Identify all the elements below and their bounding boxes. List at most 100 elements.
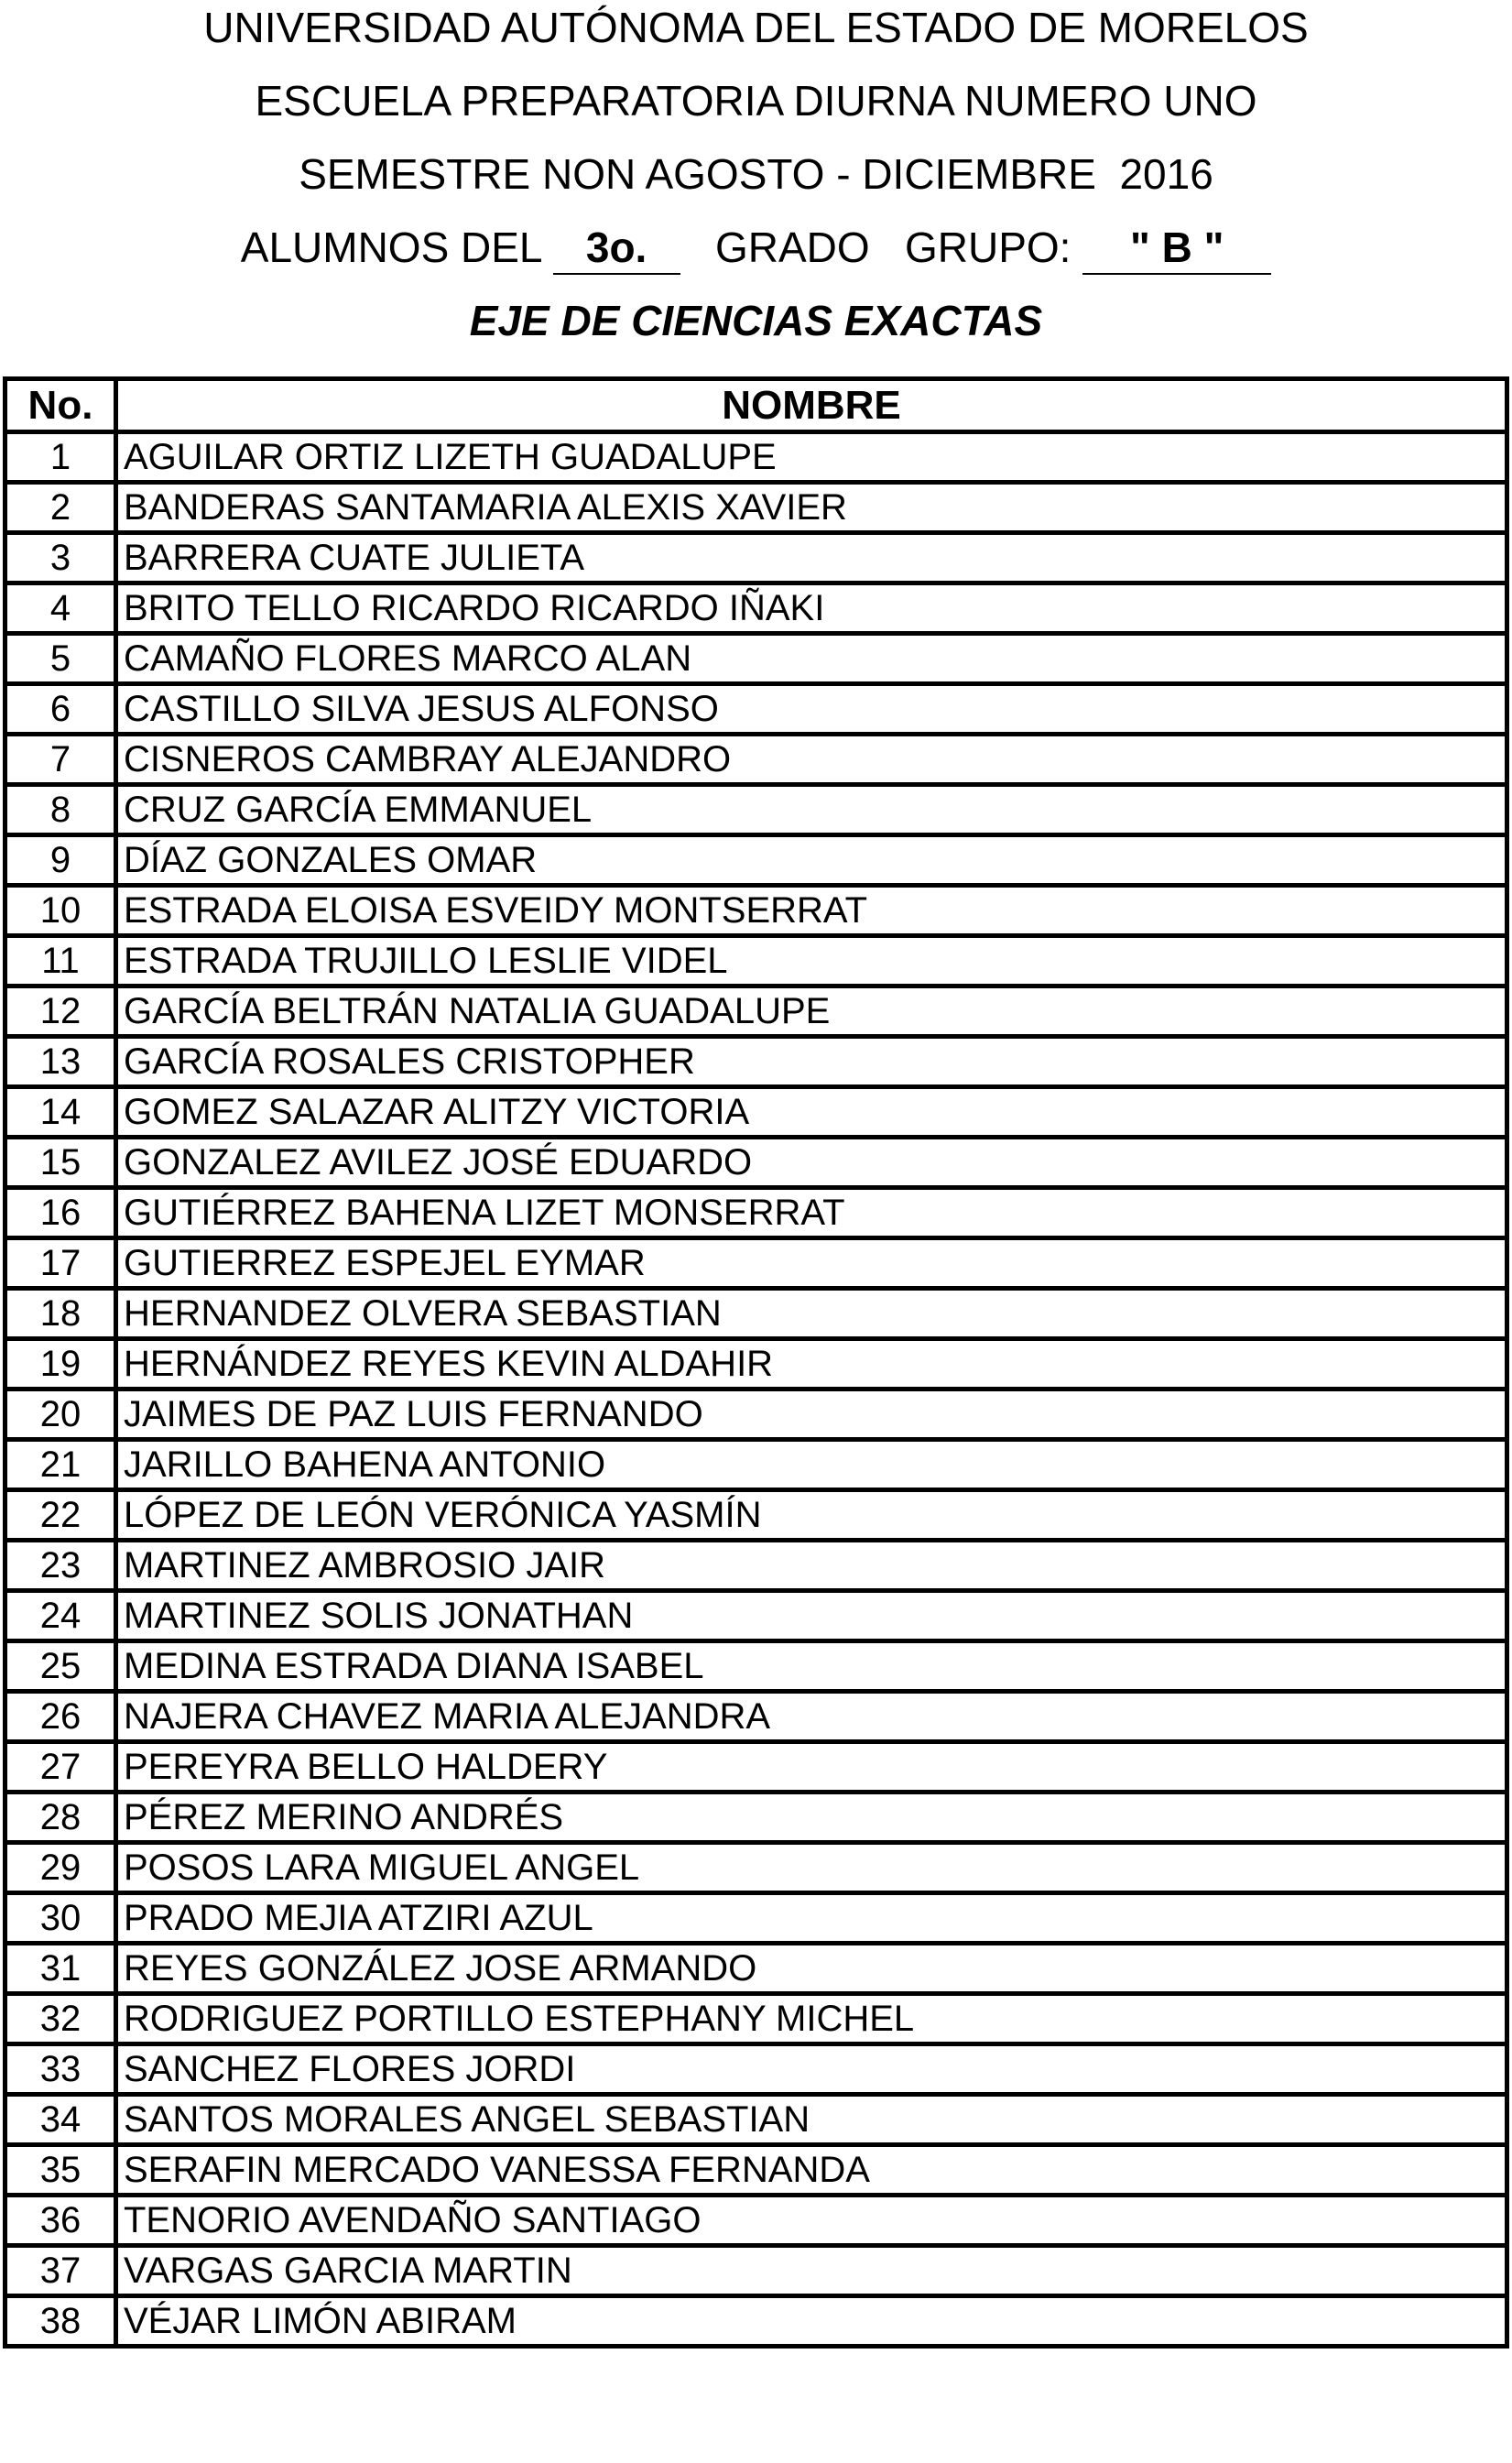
student-name: MEDINA ESTRADA DIANA ISABEL bbox=[114, 1639, 1509, 1694]
student-name: ESTRADA TRUJILLO LESLIE VIDEL bbox=[114, 933, 1509, 988]
student-name: PEREYRA BELLO HALDERY bbox=[114, 1739, 1509, 1794]
table-row: 3 BARRERA CUATE JULIETA bbox=[3, 530, 1509, 585]
semester-title: SEMESTRE NON AGOSTO - DICIEMBRE 2016 bbox=[299, 150, 1213, 198]
row-number: 10 bbox=[3, 883, 117, 938]
row-number: 13 bbox=[3, 1034, 117, 1089]
row-number: 4 bbox=[3, 581, 117, 636]
table-row: 18 HERNANDEZ OLVERA SEBASTIAN bbox=[3, 1286, 1509, 1341]
group-value: " B " bbox=[1082, 222, 1272, 275]
grade-value: 3o. bbox=[552, 222, 680, 275]
row-number: 21 bbox=[3, 1437, 117, 1492]
student-name: SANTOS MORALES ANGEL SEBASTIAN bbox=[114, 2092, 1509, 2147]
row-number: 11 bbox=[3, 933, 117, 988]
row-number: 12 bbox=[3, 984, 117, 1039]
table-row: 36 TENORIO AVENDAÑO SANTIAGO bbox=[3, 2193, 1509, 2248]
table-row: 31 REYES GONZÁLEZ JOSE ARMANDO bbox=[3, 1941, 1509, 1996]
table-row: 33 SANCHEZ FLORES JORDI bbox=[3, 2042, 1509, 2097]
row-number: 14 bbox=[3, 1084, 117, 1139]
student-name: HERNÁNDEZ REYES KEVIN ALDAHIR bbox=[114, 1336, 1509, 1391]
student-name: AGUILAR ORTIZ LIZETH GUADALUPE bbox=[114, 430, 1509, 485]
table-row: 1 AGUILAR ORTIZ LIZETH GUADALUPE bbox=[3, 430, 1509, 485]
table-row: 17 GUTIERREZ ESPEJEL EYMAR bbox=[3, 1236, 1509, 1291]
table-row: 23 MARTINEZ AMBROSIO JAIR bbox=[3, 1538, 1509, 1593]
student-name: CISNEROS CAMBRAY ALEJANDRO bbox=[114, 732, 1509, 787]
table-row: 11 ESTRADA TRUJILLO LESLIE VIDEL bbox=[3, 933, 1509, 988]
group-label: GRUPO: bbox=[904, 223, 1071, 271]
table-header-row: No. NOMBRE bbox=[3, 376, 1509, 434]
student-name: SERAFIN MERCADO VANESSA FERNANDA bbox=[114, 2142, 1509, 2197]
student-name: LÓPEZ DE LEÓN VERÓNICA YASMÍN bbox=[114, 1488, 1509, 1542]
student-table: No. NOMBRE 1 AGUILAR ORTIZ LIZETH GUADALU… bbox=[3, 376, 1509, 2349]
table-row: 35 SERAFIN MERCADO VANESSA FERNANDA bbox=[3, 2142, 1509, 2197]
student-name: GARCÍA ROSALES CRISTOPHER bbox=[114, 1034, 1509, 1089]
university-title: UNIVERSIDAD AUTÓNOMA DEL ESTADO DE MOREL… bbox=[203, 4, 1309, 51]
table-row: 37 VARGAS GARCIA MARTIN bbox=[3, 2243, 1509, 2298]
table-row: 16 GUTIÉRREZ BAHENA LIZET MONSERRAT bbox=[3, 1185, 1509, 1240]
student-name: CASTILLO SILVA JESUS ALFONSO bbox=[114, 681, 1509, 736]
student-name: DÍAZ GONZALES OMAR bbox=[114, 833, 1509, 888]
table-row: 29 POSOS LARA MIGUEL ANGEL bbox=[3, 1840, 1509, 1895]
row-number: 24 bbox=[3, 1588, 117, 1643]
student-name: RODRIGUEZ PORTILLO ESTEPHANY MICHEL bbox=[114, 1991, 1509, 2046]
students-of-label: ALUMNOS DEL bbox=[240, 223, 541, 271]
column-header-name: NOMBRE bbox=[114, 376, 1509, 434]
student-name: VARGAS GARCIA MARTIN bbox=[114, 2243, 1509, 2298]
row-number: 30 bbox=[3, 1891, 117, 1945]
row-number: 27 bbox=[3, 1739, 117, 1794]
student-name: BANDERAS SANTAMARIA ALEXIS XAVIER bbox=[114, 480, 1509, 535]
table-row: 22 LÓPEZ DE LEÓN VERÓNICA YASMÍN bbox=[3, 1488, 1509, 1542]
school-title: ESCUELA PREPARATORIA DIURNA NUMERO UNO bbox=[255, 77, 1257, 125]
table-row: 5 CAMAÑO FLORES MARCO ALAN bbox=[3, 631, 1509, 686]
table-row: 14 GOMEZ SALAZAR ALITZY VICTORIA bbox=[3, 1084, 1509, 1139]
row-number: 6 bbox=[3, 681, 117, 736]
student-name: GUTIERREZ ESPEJEL EYMAR bbox=[114, 1236, 1509, 1291]
table-row: 25 MEDINA ESTRADA DIANA ISABEL bbox=[3, 1639, 1509, 1694]
student-name: POSOS LARA MIGUEL ANGEL bbox=[114, 1840, 1509, 1895]
grade-label: GRADO bbox=[714, 223, 870, 271]
table-row: 24 MARTINEZ SOLIS JONATHAN bbox=[3, 1588, 1509, 1643]
table-row: 20 JAIMES DE PAZ LUIS FERNANDO bbox=[3, 1387, 1509, 1442]
table-row: 21 JARILLO BAHENA ANTONIO bbox=[3, 1437, 1509, 1492]
row-number: 5 bbox=[3, 631, 117, 686]
row-number: 26 bbox=[3, 1689, 117, 1744]
student-name: NAJERA CHAVEZ MARIA ALEJANDRA bbox=[114, 1689, 1509, 1744]
student-name: GARCÍA BELTRÁN NATALIA GUADALUPE bbox=[114, 984, 1509, 1039]
row-number: 23 bbox=[3, 1538, 117, 1593]
student-name: MARTINEZ AMBROSIO JAIR bbox=[114, 1538, 1509, 1593]
student-name: GOMEZ SALAZAR ALITZY VICTORIA bbox=[114, 1084, 1509, 1139]
row-number: 34 bbox=[3, 2092, 117, 2147]
row-number: 22 bbox=[3, 1488, 117, 1542]
table-row: 4 BRITO TELLO RICARDO RICARDO IÑAKI bbox=[3, 581, 1509, 636]
row-number: 20 bbox=[3, 1387, 117, 1442]
table-row: 30 PRADO MEJIA ATZIRI AZUL bbox=[3, 1891, 1509, 1945]
student-name: HERNANDEZ OLVERA SEBASTIAN bbox=[114, 1286, 1509, 1341]
row-number: 37 bbox=[3, 2243, 117, 2298]
row-number: 32 bbox=[3, 1991, 117, 2046]
student-name: BARRERA CUATE JULIETA bbox=[114, 530, 1509, 585]
row-number: 18 bbox=[3, 1286, 117, 1341]
row-number: 33 bbox=[3, 2042, 117, 2097]
student-name: CRUZ GARCÍA EMMANUEL bbox=[114, 782, 1509, 837]
table-row: 34 SANTOS MORALES ANGEL SEBASTIAN bbox=[3, 2092, 1509, 2147]
table-row: 27 PEREYRA BELLO HALDERY bbox=[3, 1739, 1509, 1794]
table-row: 10 ESTRADA ELOISA ESVEIDY MONTSERRAT bbox=[3, 883, 1509, 938]
student-name: TENORIO AVENDAÑO SANTIAGO bbox=[114, 2193, 1509, 2248]
row-number: 31 bbox=[3, 1941, 117, 1996]
student-name: JAIMES DE PAZ LUIS FERNANDO bbox=[114, 1387, 1509, 1442]
student-name: REYES GONZÁLEZ JOSE ARMANDO bbox=[114, 1941, 1509, 1996]
row-number: 28 bbox=[3, 1790, 117, 1845]
table-row: 2 BANDERAS SANTAMARIA ALEXIS XAVIER bbox=[3, 480, 1509, 535]
student-name: MARTINEZ SOLIS JONATHAN bbox=[114, 1588, 1509, 1643]
column-header-number: No. bbox=[3, 376, 117, 434]
row-number: 16 bbox=[3, 1185, 117, 1240]
table-row: 26 NAJERA CHAVEZ MARIA ALEJANDRA bbox=[3, 1689, 1509, 1744]
axis-title: EJE DE CIENCIAS EXACTAS bbox=[469, 297, 1043, 344]
student-name: CAMAÑO FLORES MARCO ALAN bbox=[114, 631, 1509, 686]
student-name: GUTIÉRREZ BAHENA LIZET MONSERRAT bbox=[114, 1185, 1509, 1240]
table-row: 19 HERNÁNDEZ REYES KEVIN ALDAHIR bbox=[3, 1336, 1509, 1391]
row-number: 1 bbox=[3, 430, 117, 485]
row-number: 3 bbox=[3, 530, 117, 585]
row-number: 35 bbox=[3, 2142, 117, 2197]
student-name: ESTRADA ELOISA ESVEIDY MONTSERRAT bbox=[114, 883, 1509, 938]
row-number: 2 bbox=[3, 480, 117, 535]
